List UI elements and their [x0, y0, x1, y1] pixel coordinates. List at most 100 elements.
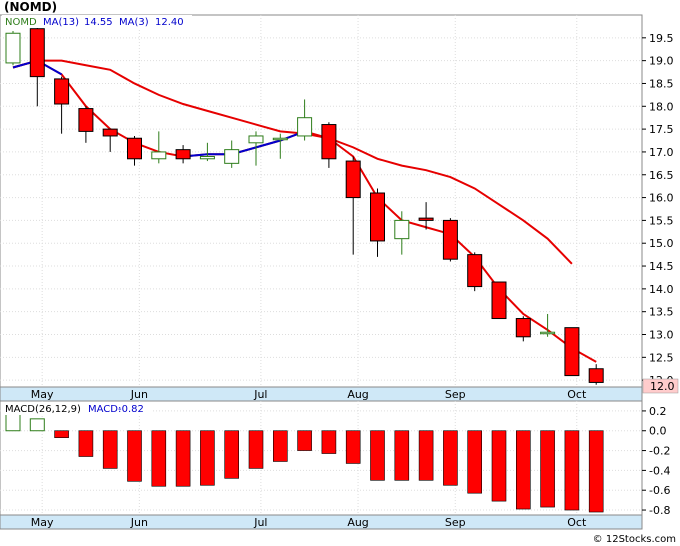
macd-month-label: Sep [445, 516, 466, 529]
macd-bar [54, 430, 69, 438]
macd-bar [127, 430, 142, 482]
candle-down [54, 76, 70, 134]
candle-down [370, 188, 385, 257]
candle-up [394, 211, 410, 255]
macd-tick-label: 0.2 [649, 405, 667, 418]
candle-down [321, 122, 337, 168]
candle-up [297, 99, 313, 141]
last-price-value: 12.0 [650, 380, 675, 393]
price-month-grid [41, 15, 578, 387]
macd-bar [200, 430, 215, 486]
candle-down [78, 106, 94, 143]
price-tick-label: 19.0 [649, 55, 674, 68]
candle-body [564, 327, 580, 377]
price-panel: 12.0 12.5 13.0 13.5 14.0 14.5 15.0 15.5 16.0 16.5… [0, 14, 679, 394]
price-panel-frame [0, 14, 643, 388]
macd-tick-label: -0.8 [649, 504, 670, 517]
macd-month-label: Aug [347, 516, 368, 529]
macd-bar [151, 430, 167, 487]
price-tick-label: 15.0 [649, 237, 674, 250]
macd-bar [443, 430, 458, 486]
candle-down [467, 252, 483, 292]
macd-bar [272, 430, 288, 462]
candle-body [370, 192, 385, 242]
macd-bar [394, 430, 410, 481]
price-tick-label: 13.5 [649, 306, 674, 319]
macd-bar [540, 430, 555, 508]
price-tick-label: 12.5 [649, 351, 674, 364]
macd-legend: MACD(26,12,9) MACD: -0.82 [2, 402, 152, 415]
macd-legend-label: MACD: [88, 404, 121, 415]
candle-body [345, 160, 361, 199]
candle-body [588, 368, 604, 383]
price-tick-label: 14.0 [649, 283, 674, 296]
price-tick-label: 17.5 [649, 123, 674, 136]
month-label: Jul [253, 388, 267, 401]
candle-body [297, 117, 313, 137]
candle-body [515, 318, 531, 338]
macd-bar [29, 418, 45, 432]
macd-bar [345, 430, 361, 464]
candle-body [467, 254, 483, 288]
candle-body [29, 28, 45, 78]
macd-tick-label: -0.6 [649, 484, 670, 497]
price-legend-bg [2, 15, 192, 28]
candle-body [127, 137, 142, 160]
macd-bar [297, 430, 312, 451]
price-tick-label: 18.5 [649, 77, 674, 90]
candle-body [394, 219, 410, 240]
macd-bar [467, 430, 483, 494]
macd-grid [0, 410, 642, 511]
month-label: Jun [130, 388, 148, 401]
candle-down [175, 145, 191, 164]
month-label: Sep [445, 388, 466, 401]
legend-symbol: NOMD [5, 17, 37, 28]
candle-up [272, 133, 288, 159]
macd-bar [224, 430, 239, 479]
macd-month-label: Jun [130, 516, 148, 529]
macd-tick-label: -0.2 [649, 445, 670, 458]
candle-body [321, 124, 337, 160]
macd-bar [418, 430, 434, 481]
copyright: © 12Stocks.com [593, 534, 676, 545]
month-label: Oct [567, 388, 587, 401]
price-tick-label: 16.0 [649, 192, 674, 205]
candle-up [248, 131, 264, 166]
candle-up [5, 30, 21, 66]
macd-bar [78, 430, 94, 457]
candle-body [272, 137, 288, 141]
candles [5, 26, 604, 385]
candle-body [151, 151, 167, 160]
macd-month-label: May [31, 516, 54, 529]
macd-x-axis-band [0, 514, 643, 530]
month-label: Aug [347, 388, 368, 401]
macd-month-label: Oct [567, 516, 587, 529]
price-tick-label: 16.5 [649, 169, 674, 182]
macd-bar [102, 430, 118, 469]
macd-month-label: Jul [253, 516, 267, 529]
candle-up [224, 140, 240, 168]
chart-title: (NOMD) [4, 0, 57, 14]
macd-bar [370, 430, 385, 481]
price-tick-label: 14.5 [649, 260, 674, 273]
legend-ma3-value: 12.40 [155, 17, 184, 28]
macd-legend-name: MACD(26,12,9) [5, 404, 81, 415]
candle-down [588, 364, 604, 385]
candle-up [151, 131, 167, 164]
macd-bar [248, 430, 264, 469]
candle-down [127, 135, 142, 166]
macd-bar [321, 430, 337, 454]
macd-tick-label: 0.0 [649, 425, 667, 438]
last-price-bg [642, 378, 679, 394]
candle-body [102, 128, 118, 137]
legend-ma3-label: MA(3) [119, 17, 149, 28]
month-label: May [31, 388, 54, 401]
macd-bar [515, 430, 531, 510]
candle-body [491, 281, 507, 320]
candle-down [515, 316, 531, 342]
candle-body [224, 149, 240, 164]
candle-body [54, 78, 70, 105]
legend-ma13-value: 14.55 [84, 17, 113, 28]
ma13-series-line [12, 59, 573, 265]
